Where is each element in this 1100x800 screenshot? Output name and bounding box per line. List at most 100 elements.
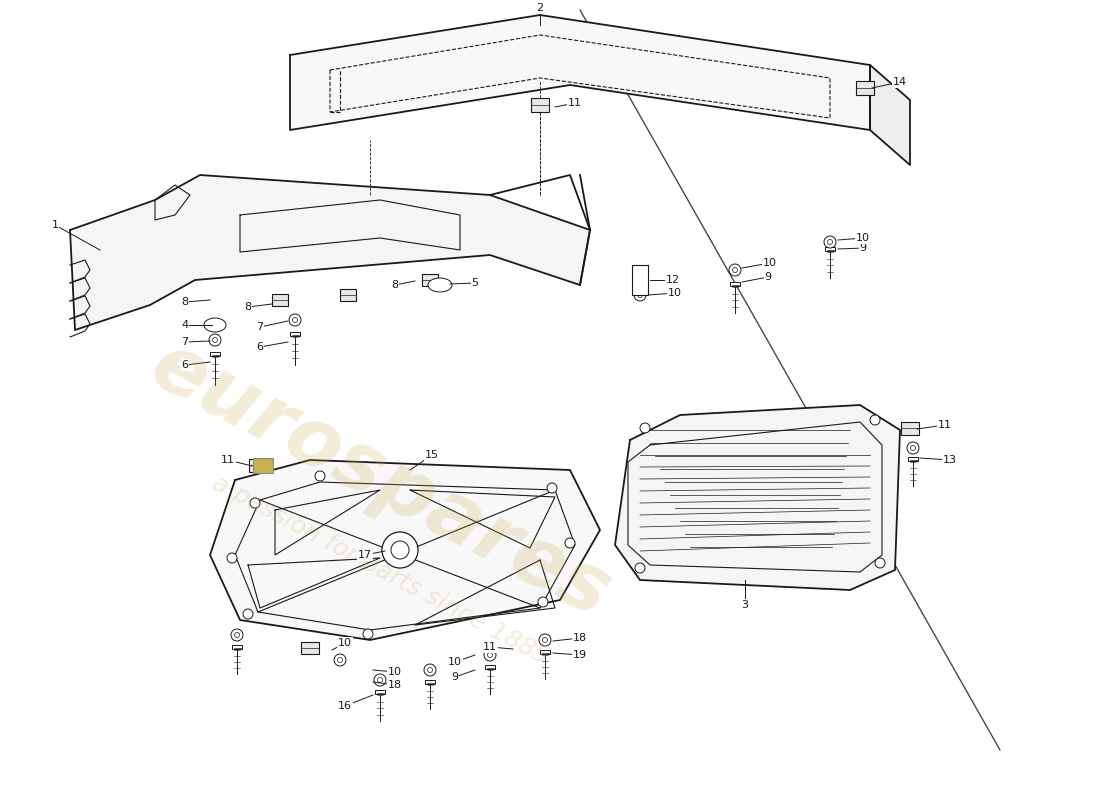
Circle shape [640, 423, 650, 433]
Text: 17: 17 [358, 550, 372, 560]
Circle shape [227, 553, 236, 563]
Text: 10: 10 [856, 233, 870, 243]
Polygon shape [870, 65, 910, 165]
Text: 7: 7 [182, 337, 188, 347]
Circle shape [428, 667, 432, 673]
Text: 7: 7 [256, 322, 264, 332]
Text: 10: 10 [448, 657, 462, 667]
Bar [540, 650, 550, 654]
Bar [425, 679, 435, 684]
Circle shape [334, 654, 346, 666]
Circle shape [293, 318, 297, 322]
Circle shape [289, 314, 301, 326]
Text: 12: 12 [666, 275, 680, 285]
Bar [856, 81, 875, 95]
Circle shape [363, 629, 373, 639]
Text: 9: 9 [764, 272, 771, 282]
Circle shape [729, 264, 741, 276]
Bar [301, 642, 319, 654]
Bar [290, 331, 300, 336]
Bar [909, 457, 917, 462]
Circle shape [870, 415, 880, 425]
Circle shape [547, 483, 557, 493]
Bar [730, 282, 740, 286]
Circle shape [827, 239, 833, 245]
Text: 18: 18 [388, 680, 403, 690]
Circle shape [374, 674, 386, 686]
Circle shape [209, 334, 221, 346]
Text: 11: 11 [938, 420, 952, 430]
Bar [531, 98, 549, 112]
Text: 10: 10 [763, 258, 777, 268]
Circle shape [382, 532, 418, 568]
Circle shape [250, 498, 260, 508]
Text: 10: 10 [668, 288, 682, 298]
Circle shape [484, 649, 496, 661]
Bar [249, 458, 267, 471]
Bar [210, 351, 220, 357]
Bar [253, 458, 273, 473]
Bar [825, 246, 835, 251]
Polygon shape [70, 175, 590, 330]
Text: 14: 14 [893, 77, 907, 87]
Text: 8: 8 [392, 280, 398, 290]
Polygon shape [210, 460, 600, 640]
Circle shape [234, 633, 240, 638]
Circle shape [539, 634, 551, 646]
Circle shape [212, 338, 218, 342]
Polygon shape [615, 405, 900, 590]
Text: 9: 9 [859, 243, 867, 253]
Text: 8: 8 [244, 302, 252, 312]
Text: 6: 6 [256, 342, 264, 352]
Text: 8: 8 [182, 297, 188, 307]
Text: 19: 19 [573, 650, 587, 660]
Ellipse shape [428, 278, 452, 292]
Circle shape [635, 563, 645, 573]
Bar [632, 265, 648, 295]
Text: 6: 6 [182, 360, 188, 370]
Circle shape [542, 638, 548, 642]
Circle shape [424, 664, 436, 676]
Text: 15: 15 [425, 450, 439, 460]
Text: 3: 3 [741, 600, 748, 610]
Text: 9: 9 [451, 672, 459, 682]
Text: 16: 16 [338, 701, 352, 711]
Circle shape [487, 653, 493, 658]
Text: 11: 11 [568, 98, 582, 108]
Circle shape [824, 236, 836, 248]
Circle shape [377, 678, 383, 682]
Circle shape [338, 658, 342, 662]
Text: 18: 18 [573, 633, 587, 643]
Text: 2: 2 [537, 3, 543, 13]
Text: 11: 11 [483, 642, 497, 652]
Bar [272, 294, 288, 306]
Circle shape [231, 629, 243, 641]
Circle shape [243, 609, 253, 619]
Text: 10: 10 [388, 667, 401, 677]
Circle shape [565, 538, 575, 548]
Circle shape [911, 446, 915, 450]
Circle shape [638, 293, 642, 298]
Bar [375, 690, 385, 694]
Circle shape [634, 289, 646, 301]
Circle shape [908, 442, 918, 454]
Circle shape [315, 471, 324, 481]
Ellipse shape [204, 318, 226, 332]
Bar [422, 274, 438, 286]
Circle shape [538, 597, 548, 607]
Bar [485, 665, 495, 670]
Bar [901, 422, 918, 434]
Text: 4: 4 [182, 320, 188, 330]
Text: eurospares: eurospares [138, 326, 623, 634]
Circle shape [874, 558, 886, 568]
Text: 1: 1 [52, 220, 58, 230]
Circle shape [390, 541, 409, 559]
Bar [340, 289, 356, 301]
Text: 13: 13 [943, 455, 957, 465]
Bar [232, 645, 242, 650]
Polygon shape [290, 15, 870, 130]
Text: a passion for parts since 1885: a passion for parts since 1885 [208, 470, 552, 670]
Text: 10: 10 [338, 638, 352, 648]
Text: 11: 11 [221, 455, 235, 465]
Circle shape [733, 267, 737, 273]
